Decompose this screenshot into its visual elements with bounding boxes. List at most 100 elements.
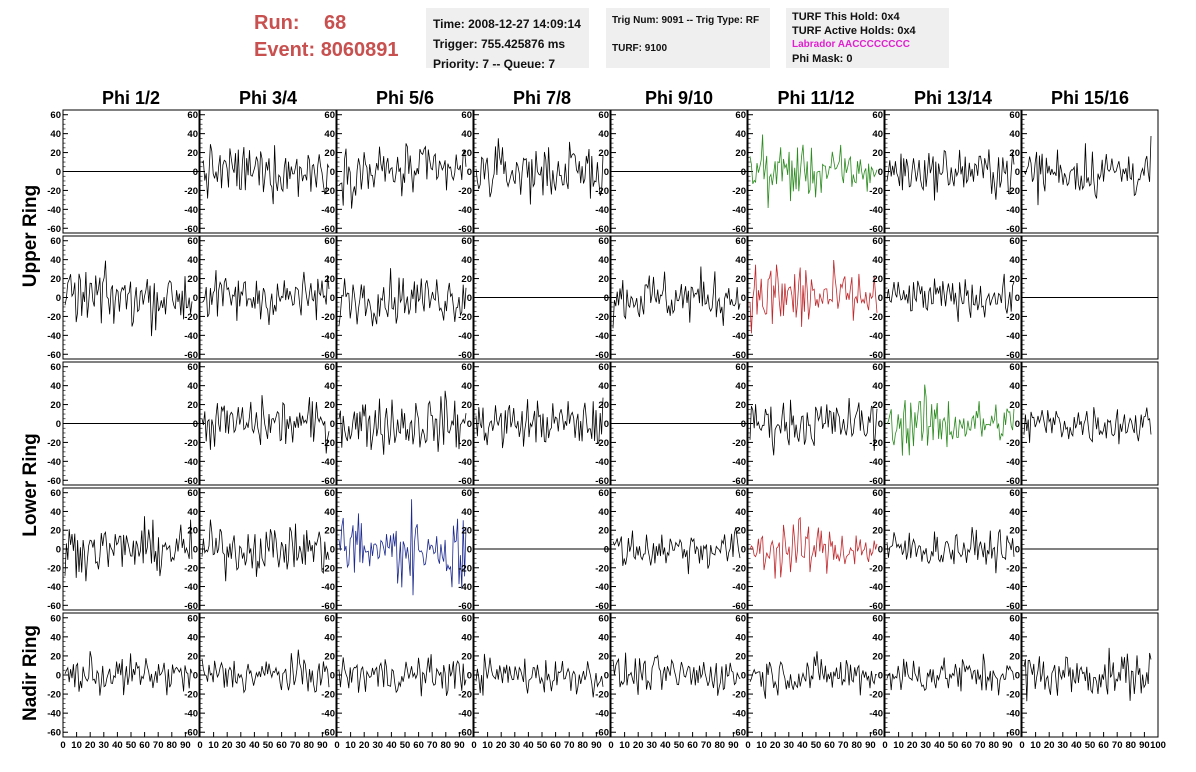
y-tick-label: -20 xyxy=(595,186,609,197)
x-tick-label: 10 xyxy=(482,740,493,751)
x-tick-label: 40 xyxy=(934,740,945,751)
y-tick-label: 60 xyxy=(50,362,61,373)
waveform-trace xyxy=(612,652,741,696)
y-tick-label: 20 xyxy=(187,651,198,662)
y-tick-label: -60 xyxy=(869,728,883,739)
x-tick-label: 10 xyxy=(208,740,219,751)
y-tick-label: 20 xyxy=(50,400,61,411)
x-tick-label: 70 xyxy=(975,740,986,751)
y-tick-label: -40 xyxy=(458,582,472,593)
panel-frame xyxy=(473,612,611,738)
y-tick-label: 60 xyxy=(872,488,883,499)
y-tick-label: -20 xyxy=(1006,438,1020,449)
panel-frame xyxy=(747,235,885,360)
y-tick-label: 40 xyxy=(1009,381,1020,392)
y-tick-label: -60 xyxy=(184,728,198,739)
labrador-text: Labrador AACCCCCCCC xyxy=(792,39,910,50)
y-tick-label: 0 xyxy=(878,545,883,556)
waveform-trace xyxy=(1023,135,1152,206)
y-tick-label: -20 xyxy=(595,312,609,323)
y-tick-label: 40 xyxy=(1009,255,1020,266)
y-tick-label: 60 xyxy=(461,488,472,499)
x-tick-label: 90 xyxy=(865,740,876,751)
y-tick-label: 0 xyxy=(467,293,472,304)
waveform-trace xyxy=(201,270,330,326)
y-tick-label: -40 xyxy=(321,457,335,468)
x-tick-label: 70 xyxy=(838,740,849,751)
y-tick-label: -40 xyxy=(1006,331,1020,342)
y-tick-label: -20 xyxy=(732,312,746,323)
y-tick-label: -60 xyxy=(869,350,883,361)
x-tick-label: 30 xyxy=(921,740,932,751)
trigger-text: Trigger: 755.425876 ms xyxy=(433,37,566,51)
x-tick-label: 90 xyxy=(728,740,739,751)
y-tick-label: 0 xyxy=(741,167,746,178)
y-tick-label: 0 xyxy=(604,545,609,556)
y-tick-label: 60 xyxy=(1009,488,1020,499)
y-tick-label: 20 xyxy=(187,400,198,411)
y-tick-label: 40 xyxy=(324,381,335,392)
y-tick-label: -40 xyxy=(458,457,472,468)
x-tick-label: 50 xyxy=(948,740,959,751)
y-tick-label: 60 xyxy=(1009,236,1020,247)
y-tick-label: -40 xyxy=(1006,457,1020,468)
y-tick-label: 40 xyxy=(324,255,335,266)
y-tick-label: 60 xyxy=(735,110,746,121)
y-tick-label: 0 xyxy=(56,293,61,304)
y-tick-label: 0 xyxy=(1015,293,1020,304)
phi-mask-text: Phi Mask: 0 xyxy=(792,53,853,65)
panel-frame xyxy=(1021,361,1159,486)
waveform-trace xyxy=(475,397,604,449)
y-tick-label: 40 xyxy=(735,255,746,266)
y-tick-label: -40 xyxy=(47,331,61,342)
x-tick-label: 80 xyxy=(441,740,452,751)
y-tick-label: 0 xyxy=(330,167,335,178)
x-tick-label: 0 xyxy=(608,740,613,751)
x-tick-label: 30 xyxy=(647,740,658,751)
y-tick-label: 60 xyxy=(872,613,883,624)
y-tick-label: 60 xyxy=(735,613,746,624)
x-tick-label: 80 xyxy=(1126,740,1137,751)
y-tick-label: -20 xyxy=(869,563,883,574)
x-tick-label: 30 xyxy=(236,740,247,751)
y-tick-label: -40 xyxy=(869,457,883,468)
x-tick-label: 60 xyxy=(824,740,835,751)
column-header: Phi 11/12 xyxy=(777,88,854,108)
y-tick-label: -20 xyxy=(732,690,746,701)
y-tick-label: 60 xyxy=(324,236,335,247)
y-tick-label: 0 xyxy=(467,545,472,556)
row-label: Upper Ring xyxy=(20,185,41,287)
row-label: Nadir Ring xyxy=(20,625,41,721)
panel-frame xyxy=(610,487,748,611)
panel-frame xyxy=(62,612,200,738)
y-tick-label: -40 xyxy=(732,709,746,720)
waveform-trace xyxy=(749,397,878,456)
y-tick-label: -20 xyxy=(321,438,335,449)
y-tick-label: -60 xyxy=(595,350,609,361)
time-text: Time: 2008-12-27 14:09:14 xyxy=(433,17,581,31)
y-tick-label: 60 xyxy=(598,613,609,624)
y-tick-label: 20 xyxy=(735,148,746,159)
x-tick-label: 60 xyxy=(687,740,698,751)
y-tick-label: 40 xyxy=(598,255,609,266)
column-header: Phi 5/6 xyxy=(376,88,434,108)
y-tick-label: 60 xyxy=(50,613,61,624)
y-tick-label: -20 xyxy=(1006,690,1020,701)
y-tick-label: -60 xyxy=(1006,601,1020,612)
x-tick-label: 100 xyxy=(1150,740,1166,751)
y-tick-label: 20 xyxy=(324,526,335,537)
y-tick-label: 0 xyxy=(193,293,198,304)
y-tick-label: 40 xyxy=(187,507,198,518)
y-tick-label: 40 xyxy=(735,129,746,140)
y-tick-label: 0 xyxy=(330,293,335,304)
waveform-trace xyxy=(749,516,878,579)
y-tick-label: 20 xyxy=(598,274,609,285)
y-tick-label: 40 xyxy=(735,507,746,518)
y-tick-label: 20 xyxy=(872,400,883,411)
y-tick-label: 20 xyxy=(1009,148,1020,159)
y-tick-label: 60 xyxy=(598,362,609,373)
y-tick-label: 60 xyxy=(872,362,883,373)
y-tick-label: -60 xyxy=(595,476,609,487)
x-tick-label: 0 xyxy=(60,740,65,751)
panel-frame xyxy=(884,361,1022,486)
